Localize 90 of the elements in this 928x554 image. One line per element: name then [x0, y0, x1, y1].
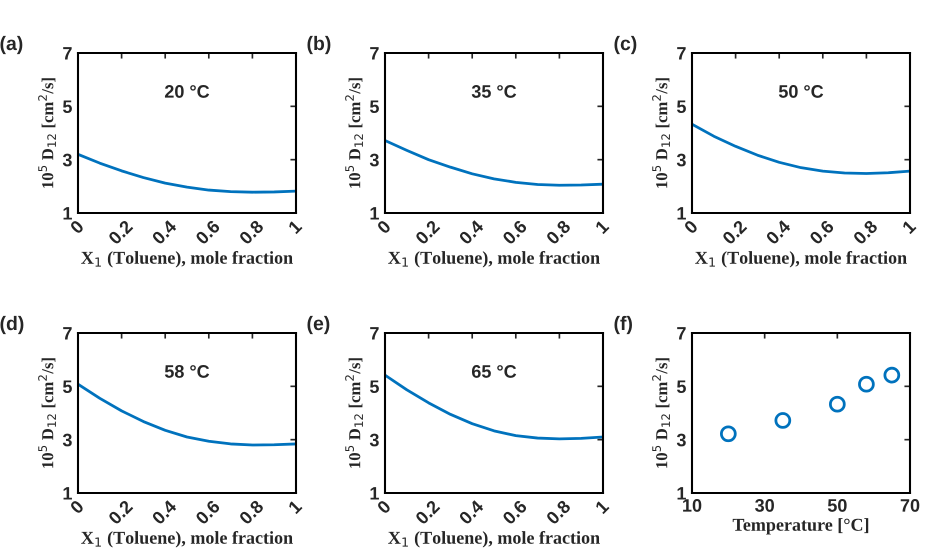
x-tick-label: 1 — [288, 219, 302, 234]
text: (e) — [307, 316, 330, 334]
point — [884, 366, 900, 384]
text: (b) — [307, 36, 330, 54]
y-tick-label: 5 — [62, 100, 72, 114]
x-tick-label: 0.8 — [238, 219, 264, 246]
text: 58 °C — [164, 365, 210, 378]
x-tick-label: 0.6 — [502, 499, 528, 526]
x-tick-label: 70 — [900, 499, 920, 512]
x-tick-label: 0.2 — [722, 219, 748, 246]
y-axis-title: 10$^{5}$ D$_{12}$ [cm$^{2}$/s] — [38, 358, 56, 468]
point — [720, 425, 737, 442]
y-tick-label: 1 — [64, 487, 72, 500]
x-tick-label: 1 — [594, 499, 610, 514]
x-axis-title: Temperature [°C] — [732, 518, 868, 535]
x-tick-label: 0.4 — [151, 218, 178, 246]
y-axis-title: 10$^{5}$ D$_{12}$ [cm$^{2}$/s] — [38, 78, 56, 188]
y-tick-label: 3 — [370, 434, 379, 446]
x-tick-label: 0.4 — [458, 218, 484, 246]
point — [774, 412, 792, 429]
x-tick-label: 0.2 — [414, 499, 440, 526]
x-tick-label: 0 — [376, 219, 392, 235]
x-tick-label: 0 — [376, 499, 392, 515]
y-tick-label: 5 — [676, 380, 686, 394]
x-tick-label: 30 — [755, 499, 774, 512]
y-tick-label: 3 — [62, 154, 72, 166]
y-tick-label: 7 — [677, 47, 686, 60]
y-tick-label: 3 — [62, 434, 72, 446]
x-tick-label: 0.6 — [194, 219, 221, 246]
text: 50 °C — [778, 85, 824, 98]
x-tick-label: 10 — [683, 499, 702, 512]
x-tick-label: 1 — [594, 219, 610, 234]
y-tick-label: 5 — [370, 100, 379, 114]
x-tick-label: 0.8 — [852, 219, 878, 246]
x-tick-label: 0.4 — [151, 498, 178, 526]
y-axis-title: 10$^{5}$ D$_{12}$ [cm$^{2}$/s] — [345, 358, 363, 468]
x-tick-label: 0.2 — [108, 219, 134, 246]
y-tick-label: 5 — [62, 380, 72, 394]
y-axis-title: 10$^{5}$ D$_{12}$ [cm$^{2}$/s] — [652, 78, 670, 188]
y-tick-label: 1 — [64, 207, 72, 220]
x-axis-title: X$_{1}$ (Toluene), mole fraction — [388, 530, 600, 548]
y-tick-label: 1 — [370, 487, 379, 500]
x-tick-label: 0.8 — [545, 499, 572, 526]
y-tick-label: 7 — [63, 47, 72, 60]
x-tick-label: 0.2 — [414, 219, 440, 246]
y-tick-label: 7 — [370, 327, 379, 340]
y-tick-label: 5 — [676, 100, 686, 114]
y-tick-label: 3 — [676, 434, 686, 446]
line-series — [78, 382, 296, 446]
line-series — [385, 139, 603, 187]
x-tick-label: 0.8 — [545, 219, 572, 246]
x-axis-title: X$_{1}$ (Toluene), mole fraction — [81, 530, 293, 548]
x-tick-label: 0 — [69, 219, 84, 235]
y-axis-title: 10$^{5}$ D$_{12}$ [cm$^{2}$/s] — [652, 358, 670, 468]
x-tick-label: 0.8 — [238, 499, 264, 526]
text: 20 °C — [164, 85, 210, 98]
text: (d) — [0, 316, 24, 334]
line-series — [692, 122, 910, 175]
x-tick-label: 50 — [828, 499, 847, 512]
text: 35 °C — [472, 85, 516, 98]
line-series — [78, 152, 296, 194]
x-tick-label: 0.2 — [108, 499, 134, 526]
y-tick-label: 3 — [676, 154, 686, 166]
x-tick-label: 0.6 — [808, 219, 835, 246]
x-tick-label: 0.6 — [502, 219, 528, 246]
x-tick-label: 1 — [288, 499, 302, 514]
y-tick-label: 1 — [370, 207, 379, 220]
x-axis-title: X$_{1}$ (Toluene), mole fraction — [81, 250, 293, 268]
text: 65 °C — [472, 365, 516, 378]
x-tick-label: 0.6 — [194, 499, 221, 526]
x-tick-label: 0 — [683, 219, 698, 235]
y-tick-label: 7 — [677, 327, 686, 340]
text: (c) — [614, 36, 636, 54]
x-tick-label: 0.4 — [765, 218, 792, 246]
y-tick-label: 7 — [63, 327, 72, 340]
x-tick-label: 1 — [902, 219, 916, 234]
point — [858, 376, 875, 393]
y-tick-label: 1 — [678, 207, 686, 220]
x-tick-label: 0.4 — [458, 498, 484, 526]
x-axis-title: X$_{1}$ (Toluene), mole fraction — [695, 250, 907, 268]
y-tick-label: 1 — [678, 487, 686, 500]
y-axis-title: 10$^{5}$ D$_{12}$ [cm$^{2}$/s] — [345, 78, 363, 188]
x-axis-title: X$_{1}$ (Toluene), mole fraction — [388, 250, 600, 268]
point — [829, 396, 846, 413]
y-tick-label: 5 — [370, 380, 379, 394]
text: (f) — [614, 316, 632, 334]
y-tick-label: 3 — [370, 154, 379, 166]
text: (a) — [0, 36, 22, 54]
x-tick-label: 0 — [69, 499, 84, 515]
y-tick-label: 7 — [370, 47, 379, 60]
